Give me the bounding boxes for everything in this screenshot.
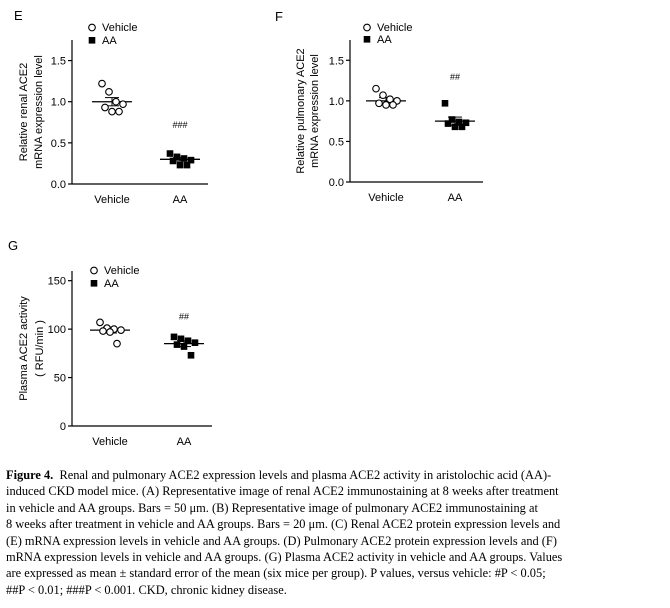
aa-data-point xyxy=(170,333,178,341)
vehicle-data-point xyxy=(96,318,104,327)
aa-data-point xyxy=(180,343,188,350)
panel-g-plasma-activity-chart: G Plasma ACE2 activity ( RFU/min ) 0 50 100 15… xyxy=(0,232,240,464)
aa-data-point xyxy=(173,153,181,161)
y-axis-label-line-1: Relative renal ACE2 xyxy=(18,63,30,161)
caption-line-5: (E) mRNA expression levels in vehicle an… xyxy=(6,533,557,548)
vehicle-data-point xyxy=(379,91,387,100)
vehicle-data-point xyxy=(108,107,116,116)
aa-data-point xyxy=(187,351,195,359)
y-axis-label-line-1: Relative pulmonary ACE2 xyxy=(295,48,307,173)
x-category-label: Vehicle xyxy=(368,192,403,204)
legend-aa-label: AA xyxy=(104,278,119,290)
aa-data-point xyxy=(184,337,192,345)
panel-label: G xyxy=(8,238,18,253)
aa-data-point xyxy=(177,335,185,343)
vehicle-data-point xyxy=(119,100,127,109)
vehicle-data-point xyxy=(105,87,113,96)
aa-data-point xyxy=(187,156,195,164)
aa-data-point xyxy=(455,118,463,126)
y-tick-label: 0.5 xyxy=(51,138,66,150)
legend-aa-marker xyxy=(90,280,98,287)
y-tick-label: 1.0 xyxy=(329,96,344,108)
vehicle-data-point xyxy=(382,101,390,109)
aa-data-point xyxy=(448,116,456,123)
y-tick-label: 100 xyxy=(48,324,66,336)
vehicle-data-point xyxy=(101,103,109,112)
figure-caption: Figure 4. Renal and pulmonary ACE2 expre… xyxy=(6,467,664,598)
aa-data-point xyxy=(166,150,174,157)
panel-label: E xyxy=(14,8,23,23)
caption-line-7: are expressed as mean ± standard error o… xyxy=(6,566,546,581)
significance-annotation: ### xyxy=(172,120,187,130)
aa-data-point xyxy=(191,339,199,346)
y-tick-label: 0 xyxy=(60,421,66,433)
y-tick-label: 150 xyxy=(48,276,66,288)
panel-e-plot: E Relative renal ACE2 mRNA expression leve… xyxy=(14,8,208,206)
caption-text: Renal and pulmonary ACE2 expression leve… xyxy=(59,468,552,482)
legend-vehicle-marker xyxy=(88,23,96,32)
caption-line-1: Figure 4. Renal and pulmonary ACE2 expre… xyxy=(6,467,664,483)
x-category-label: AA xyxy=(177,436,192,448)
legend-vehicle-label: Vehicle xyxy=(104,265,139,277)
vehicle-data-point xyxy=(115,107,123,116)
y-tick-label: 1.5 xyxy=(329,55,344,67)
aa-data-point xyxy=(176,161,184,169)
vehicle-data-point xyxy=(117,326,125,334)
caption-line-3: in vehicle and AA groups. Bars = 50 μm. … xyxy=(6,500,538,515)
y-axis-label-line-2: ( RFU/min ) xyxy=(34,320,46,377)
panel-label: F xyxy=(275,9,283,24)
aa-data-point xyxy=(441,99,449,107)
vehicle-data-point xyxy=(106,328,114,336)
y-tick-label: 0.0 xyxy=(329,177,344,189)
vehicle-data-point xyxy=(112,97,120,106)
y-tick-label: 1.0 xyxy=(51,97,66,109)
legend-aa-marker xyxy=(363,36,371,43)
caption-line-8: ##P < 0.01; ###P < 0.001. CKD, chronic k… xyxy=(6,582,287,597)
y-tick-label: 50 xyxy=(54,373,66,385)
y-axis-label-line-1: Plasma ACE2 activity xyxy=(18,296,30,401)
panel-g-plot: G Plasma ACE2 activity ( RFU/min ) 0 50 100 15… xyxy=(8,238,212,448)
caption-line-2: induced CKD model mice. (A) Representati… xyxy=(6,484,559,499)
aa-data-point xyxy=(451,123,459,131)
vehicle-data-point xyxy=(389,101,397,109)
caption-line-4: 8 weeks after treatment in vehicle and A… xyxy=(6,517,561,532)
legend-vehicle-label: Vehicle xyxy=(102,22,137,34)
y-axis-label-line-2: mRNA expression level xyxy=(33,55,45,169)
y-tick-label: 0.5 xyxy=(329,136,344,148)
x-category-label: Vehicle xyxy=(94,194,129,206)
aa-data-point xyxy=(183,161,191,169)
legend-vehicle-label: Vehicle xyxy=(377,22,412,34)
y-tick-label: 1.5 xyxy=(51,56,66,68)
legend-aa-label: AA xyxy=(377,34,392,46)
vehicle-data-point xyxy=(113,339,121,348)
legend-aa-marker xyxy=(88,37,96,44)
aa-data-point xyxy=(180,155,188,162)
legend-vehicle-marker xyxy=(363,23,371,32)
vehicle-data-point xyxy=(372,84,380,93)
significance-annotation: ## xyxy=(179,311,189,321)
aa-data-point xyxy=(458,123,466,131)
vehicle-data-point xyxy=(99,327,107,335)
significance-annotation: ## xyxy=(450,72,460,82)
x-category-label: AA xyxy=(173,194,188,206)
panel-f-pulmonary-mrna-chart: F Relative pulmonary ACE2 mRNA expression … xyxy=(270,0,510,230)
legend-vehicle-marker xyxy=(90,266,98,275)
vehicle-data-point xyxy=(375,99,383,108)
x-category-label: Vehicle xyxy=(92,436,127,448)
figure-label: Figure 4. xyxy=(6,468,54,482)
x-category-label: AA xyxy=(448,192,463,204)
y-tick-label: 0.0 xyxy=(51,179,66,191)
panel-f-plot: F Relative pulmonary ACE2 mRNA expression … xyxy=(275,9,483,204)
vehicle-data-point xyxy=(98,79,106,88)
aa-data-point xyxy=(444,120,452,127)
aa-data-point xyxy=(169,157,177,165)
aa-data-point xyxy=(173,341,181,348)
aa-data-point xyxy=(462,119,470,127)
legend-aa-label: AA xyxy=(102,35,117,47)
panel-e-renal-mrna-chart: E Relative renal ACE2 mRNA expression leve… xyxy=(0,0,240,230)
y-axis-label-line-2: mRNA expression level xyxy=(309,54,321,168)
caption-line-6: mRNA expression levels in vehicle and AA… xyxy=(6,550,563,565)
